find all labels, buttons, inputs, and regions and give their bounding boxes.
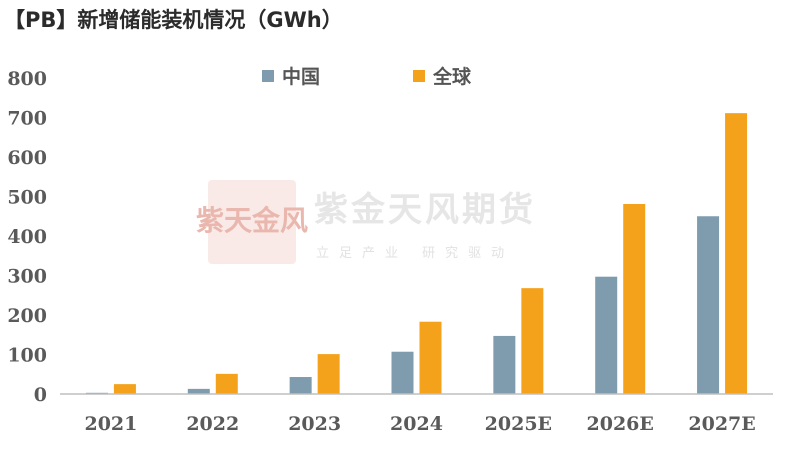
x-tick-label: 2024 (390, 413, 443, 435)
legend-swatch-china (262, 70, 274, 82)
y-tick-label: 700 (7, 108, 47, 130)
x-tick-label: 2025E (485, 413, 552, 435)
bar-china-2023 (289, 377, 312, 394)
watermark: 紫天金风 紫金天风期货 立足产业 研究驱动 (196, 180, 536, 264)
bar-china-2025e (493, 335, 516, 394)
y-tick-label: 400 (7, 226, 47, 248)
y-tick-label: 100 (7, 345, 47, 367)
x-axis: 2021 2022 2023 2024 2025E 2026E 2027E (84, 413, 755, 435)
bar-global-2023 (317, 354, 340, 394)
y-axis: 0 100 200 300 400 500 600 700 800 (7, 68, 47, 406)
x-tick-label: 2021 (84, 413, 137, 435)
bar-global-2022 (215, 373, 238, 394)
bar-china-2026e (595, 276, 618, 394)
x-tick-label: 2023 (288, 413, 341, 435)
chart-title: 【PB】新增储能装机情况（GWh） (4, 8, 343, 32)
bar-china-2022 (187, 388, 210, 394)
bar-global-2021 (113, 384, 136, 394)
y-tick-label: 200 (7, 305, 47, 327)
watermark-slogan: 立足产业 研究驱动 (316, 246, 514, 261)
bar-china-2024 (391, 351, 414, 394)
watermark-seal-text: 紫天金风 (196, 204, 308, 237)
y-tick-label: 600 (7, 147, 47, 169)
y-tick-label: 0 (34, 384, 47, 406)
y-tick-label: 500 (7, 187, 47, 209)
x-tick-label: 2022 (186, 413, 239, 435)
x-tick-label: 2026E (587, 413, 654, 435)
bar-global-2024 (419, 321, 442, 394)
bar-global-2026e (623, 204, 646, 394)
x-tick-label: 2027E (688, 413, 755, 435)
watermark-seal (208, 180, 296, 264)
bar-global-2027e (725, 113, 748, 394)
bar-global-2025e (521, 288, 544, 394)
legend: 中国 全球 (262, 65, 472, 88)
legend-label-global: 全球 (432, 65, 472, 88)
watermark-name: 紫金天风期货 (314, 190, 536, 230)
legend-label-china: 中国 (282, 65, 320, 88)
y-tick-label: 800 (7, 68, 47, 90)
y-tick-label: 300 (7, 266, 47, 288)
legend-swatch-global (413, 70, 425, 82)
bar-china-2027e (697, 216, 720, 394)
bars (85, 113, 748, 394)
